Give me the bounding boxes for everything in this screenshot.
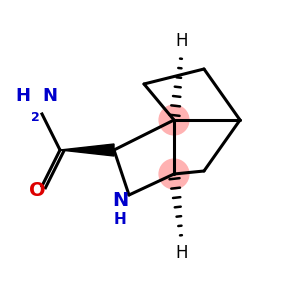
Text: N: N (42, 87, 57, 105)
Circle shape (158, 158, 190, 190)
Text: H: H (175, 244, 188, 262)
Text: O: O (29, 181, 46, 200)
Text: H: H (15, 87, 30, 105)
Circle shape (158, 104, 190, 136)
Text: H: H (175, 32, 188, 50)
Text: H: H (114, 212, 126, 226)
Polygon shape (60, 144, 114, 156)
Text: 2: 2 (32, 111, 40, 124)
Text: N: N (112, 191, 128, 211)
